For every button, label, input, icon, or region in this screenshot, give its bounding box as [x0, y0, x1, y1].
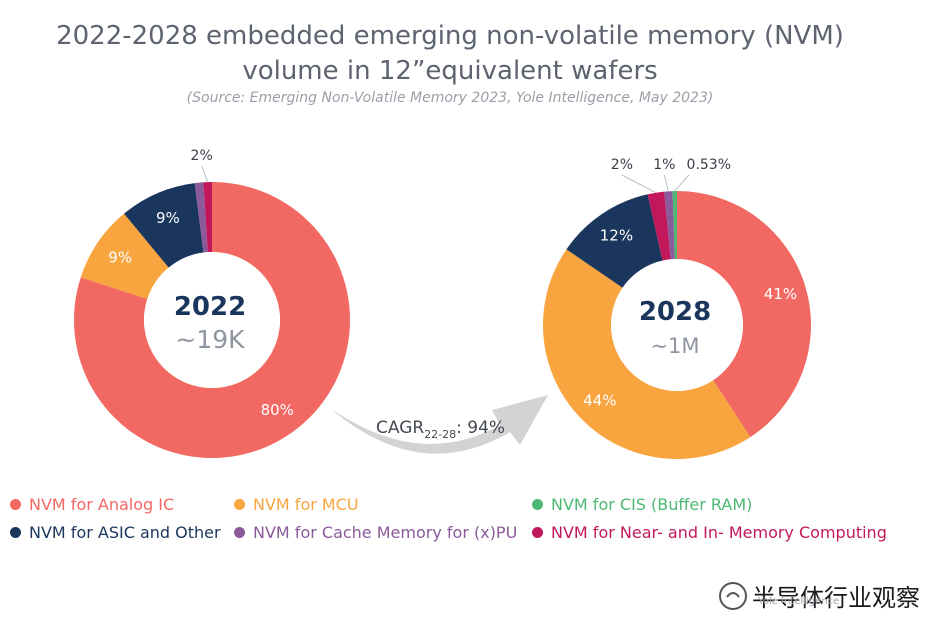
slice-0-0 — [74, 182, 350, 458]
slice-1-0 — [677, 191, 811, 438]
watermark-text: 半导体行业观察 — [752, 584, 920, 612]
center-volume-label: ~1M — [650, 334, 699, 358]
slice-outer-label: 2% — [191, 148, 213, 164]
leader-line — [201, 165, 209, 183]
slice-1-3 — [647, 191, 671, 261]
legend-label: NVM for Near- and In- Memory Computing — [551, 523, 887, 542]
slice-label: 9% — [108, 249, 132, 267]
center-volume-label: ~19K — [175, 325, 245, 354]
donut-hole — [611, 259, 743, 391]
watermark-subtext: Yole Intelligence — [758, 596, 840, 607]
legend-item-asic: NVM for ASIC and Other — [10, 523, 221, 542]
slice-0-4 — [203, 182, 212, 253]
slice-label: 9% — [156, 209, 180, 227]
cagr-arrow — [330, 395, 548, 454]
slice-1-2 — [566, 194, 663, 288]
legend-item-mcu: NVM for MCU — [234, 495, 359, 514]
legend-item-analog: NVM for Analog IC — [10, 495, 174, 514]
leader-line — [674, 174, 690, 192]
slice-1-4 — [664, 191, 675, 260]
legend-item-near-memory: NVM for Near- and In- Memory Computing — [532, 523, 887, 542]
leader-line — [621, 174, 657, 194]
legend-item-cache: NVM for Cache Memory for (x)PU — [234, 523, 517, 542]
cagr-label: CAGR22-28: 94% — [376, 418, 505, 441]
chart-title-line1: 2022-2028 embedded emerging non-volatile… — [56, 21, 844, 51]
slice-label: 12% — [600, 227, 633, 245]
donut-hole — [144, 252, 280, 388]
legend-label: NVM for MCU — [253, 495, 359, 514]
slice-1-5 — [672, 191, 677, 260]
chart-source: (Source: Emerging Non-Volatile Memory 20… — [186, 90, 714, 106]
legend-marker — [532, 499, 543, 510]
legend-marker — [532, 527, 543, 538]
legend-marker — [234, 527, 245, 538]
slice-outer-label: 0.53% — [687, 157, 731, 173]
legend-label: NVM for Analog IC — [29, 495, 175, 514]
chart-title-line2: volume in 12”equivalent wafers — [242, 56, 658, 86]
watermark: 半导体行业观察 Yole Intelligence — [718, 578, 920, 613]
center-year-label: 2028 — [639, 297, 711, 327]
legend-marker — [10, 527, 21, 538]
slice-label: 41% — [764, 285, 797, 303]
legend-item-cis: NVM for CIS (Buffer RAM) — [532, 495, 752, 514]
slice-outer-label: 1% — [653, 157, 675, 173]
legend-label: NVM for CIS (Buffer RAM) — [551, 495, 753, 514]
wechat-icon — [719, 581, 747, 610]
slice-1-1 — [543, 249, 751, 459]
slice-label: 44% — [583, 392, 616, 410]
slice-0-1 — [80, 213, 169, 299]
slice-0-3 — [194, 182, 208, 253]
slice-label: 80% — [261, 401, 294, 419]
legend-label: NVM for Cache Memory for (x)PU — [253, 523, 518, 542]
slice-outer-label: 2% — [611, 157, 633, 173]
legend-marker — [10, 499, 21, 510]
leader-line — [663, 174, 669, 192]
slice-0-2 — [124, 183, 204, 268]
legend-marker — [234, 499, 245, 510]
legend-label: NVM for ASIC and Other — [29, 523, 221, 542]
center-year-label: 2022 — [174, 292, 246, 322]
